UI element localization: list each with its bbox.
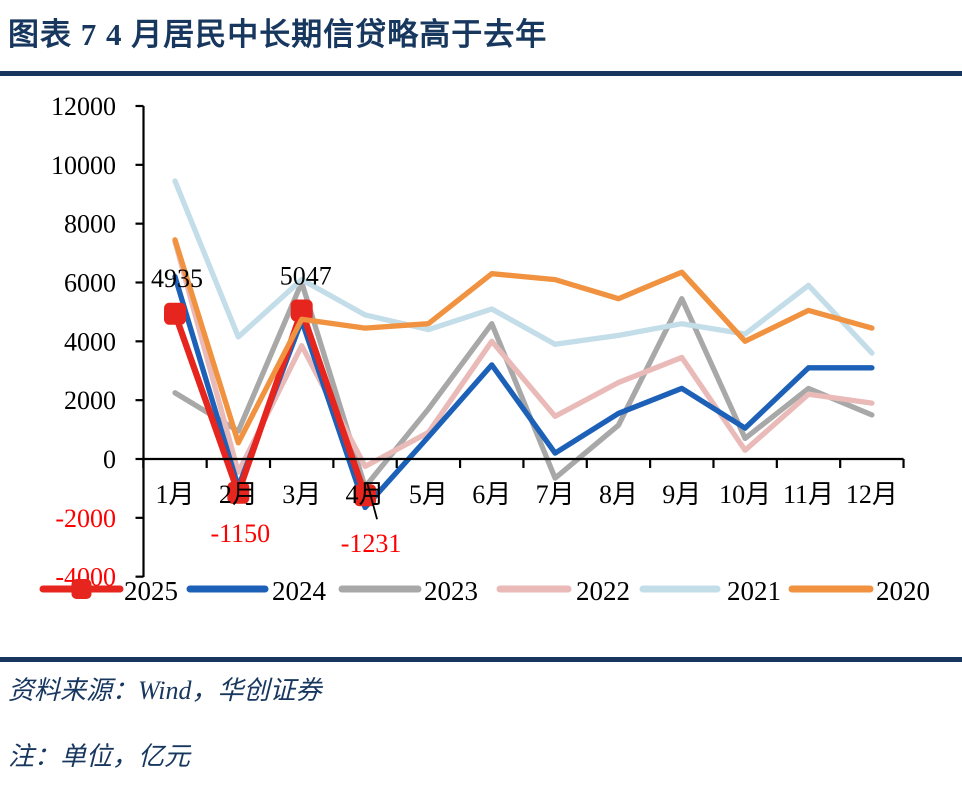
x-axis-label: 7月	[536, 480, 575, 509]
x-axis-label: 5月	[409, 480, 448, 509]
data-label-5047: 5047	[280, 262, 332, 291]
y-axis-label: 6000	[64, 269, 116, 298]
x-axis-label: 3月	[282, 480, 321, 509]
series-line-2025	[171, 307, 369, 499]
x-axis-label: 10月	[719, 480, 771, 509]
footer-divider	[0, 657, 962, 662]
unit-note: 注：单位，亿元	[8, 742, 191, 771]
series-marker-2025	[164, 302, 186, 325]
x-axis-label: 2月	[219, 480, 258, 509]
y-axis-label: 12000	[51, 92, 116, 121]
data-label--1150: -1150	[210, 519, 270, 548]
x-axis-label: 8月	[599, 480, 638, 509]
x-axis-label: 11月	[783, 480, 834, 509]
source-note: 资料来源：Wind，华创证券	[8, 676, 322, 705]
data-label--1231: -1231	[341, 529, 402, 558]
x-axis-label: 1月	[155, 480, 194, 509]
y-axis-label: 8000	[64, 210, 116, 239]
series-line-2022	[172, 238, 875, 475]
y-axis-label: 2000	[64, 386, 116, 415]
series-line-2021	[172, 178, 875, 356]
chart-title: 图表 7 4 月居民中长期信贷略高于去年	[8, 17, 548, 52]
series-marker-2025	[354, 484, 377, 507]
legend-label-2025: 2025	[124, 576, 178, 606]
data-label-4935: 4935	[151, 264, 203, 293]
legend-label-2021: 2021	[727, 576, 781, 606]
annotation-leader-line	[366, 481, 378, 520]
title-divider	[0, 71, 962, 76]
x-axis-label: 6月	[472, 480, 511, 509]
y-axis-label: 4000	[64, 327, 116, 356]
y-axis-label: 10000	[51, 151, 116, 180]
series-marker-2025	[227, 481, 250, 504]
legend-label-2024: 2024	[272, 576, 327, 606]
legend-label-2023: 2023	[424, 576, 478, 606]
series-line-2020	[172, 237, 875, 446]
legend-label-2022: 2022	[576, 576, 630, 606]
series-marker-2025	[290, 299, 313, 322]
x-axis-label: 9月	[662, 480, 701, 509]
x-axis-label: 12月	[846, 480, 898, 509]
legend-marker-2025	[71, 579, 92, 599]
legend-label-2020: 2020	[876, 576, 930, 606]
x-axis-label: 4月	[346, 480, 385, 509]
y-axis-label: -2000	[55, 504, 116, 533]
y-axis-label: 0	[103, 445, 116, 474]
